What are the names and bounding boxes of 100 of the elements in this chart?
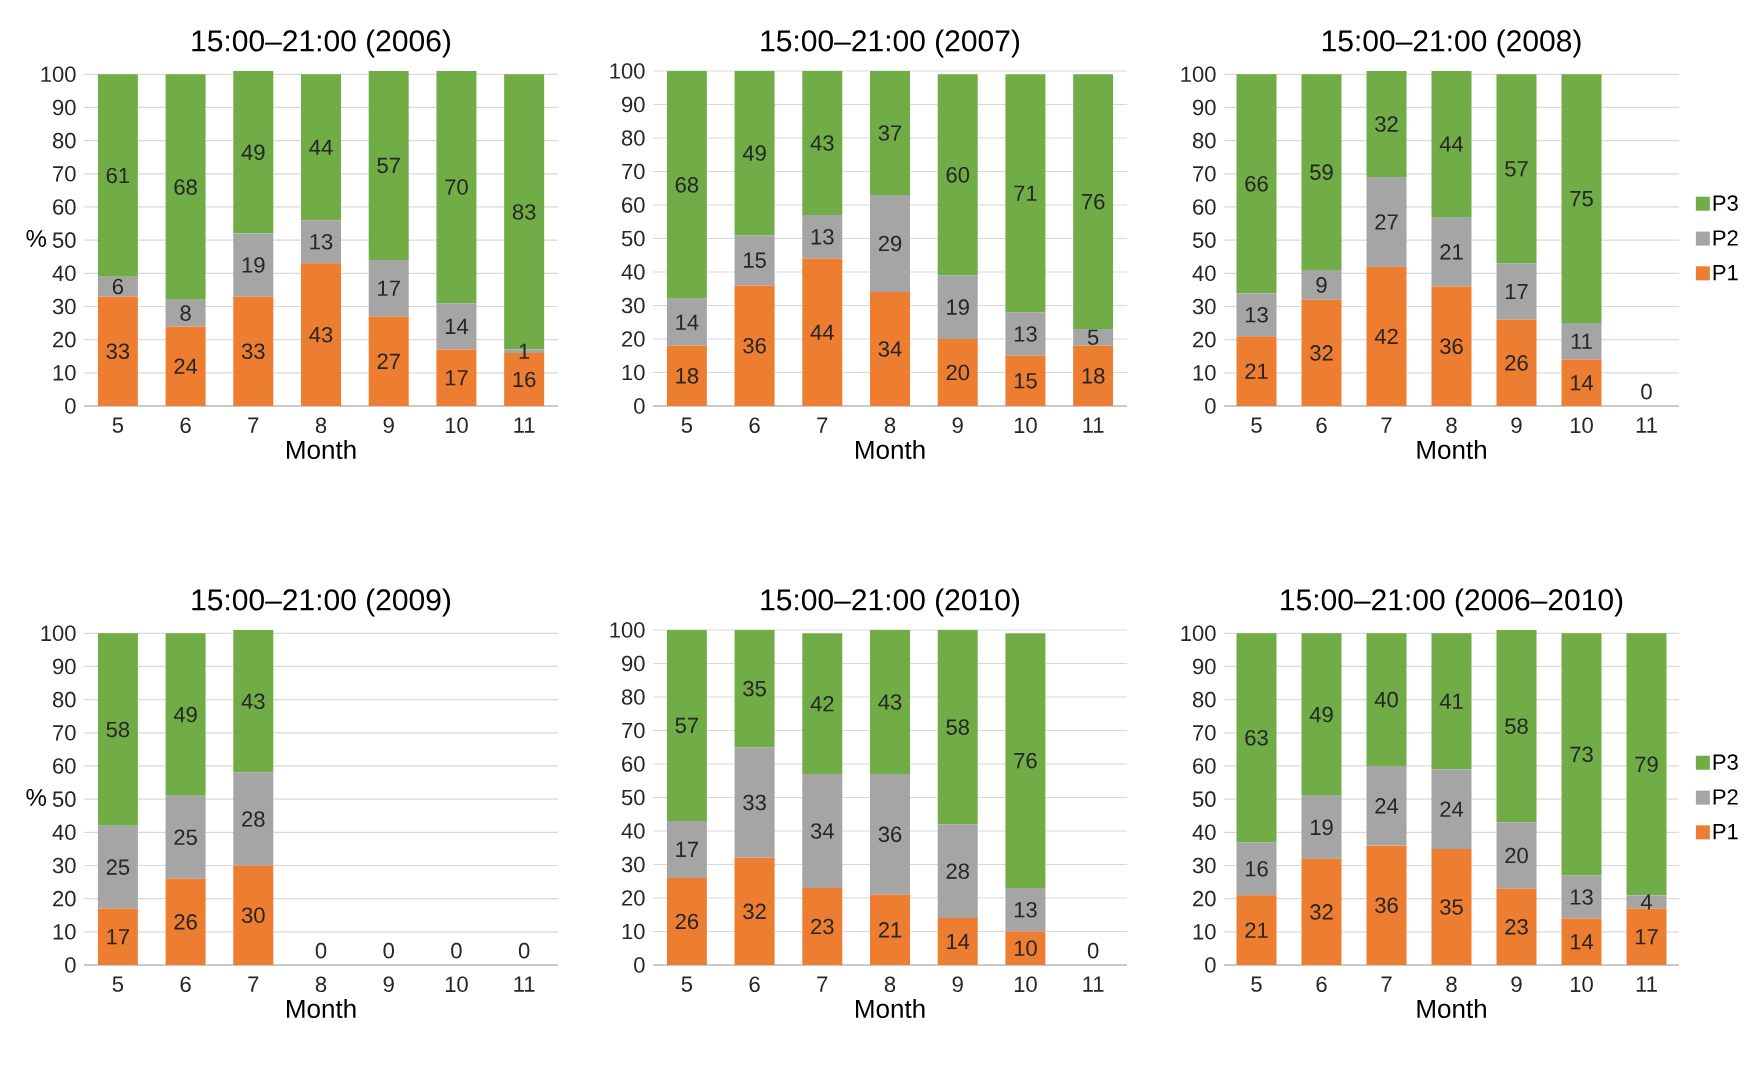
- x-tick-label: 11: [1636, 417, 1657, 433]
- data-label: 32: [1310, 904, 1333, 920]
- bar: [301, 74, 341, 221]
- y-tick-label: 10: [622, 364, 645, 381]
- bar: [165, 299, 206, 327]
- y-tick-label: 100: [610, 63, 645, 79]
- bar: [1073, 345, 1114, 406]
- data-label: 32: [743, 903, 766, 920]
- bar: [937, 338, 978, 406]
- y-tick-label: 30: [621, 856, 645, 873]
- y-tick-label: 70: [622, 722, 645, 739]
- data-label: 10: [1014, 940, 1037, 957]
- data-label: 15: [744, 252, 766, 268]
- x-axis-title: Month: [287, 998, 356, 1019]
- y-tick-label: 40: [52, 265, 76, 282]
- data-label: 17: [107, 929, 129, 945]
- x-tick-label: 8: [315, 976, 327, 993]
- data-label: 4: [1640, 894, 1652, 910]
- bar: [870, 774, 911, 895]
- data-label: 17: [1635, 929, 1658, 945]
- bar: [1561, 359, 1602, 406]
- bar: [1431, 216, 1472, 287]
- data-label: 27: [377, 353, 400, 369]
- y-tick-label: 90: [53, 99, 76, 116]
- y-tick-label: 10: [1193, 365, 1216, 381]
- bar: [870, 894, 911, 965]
- data-label: 14: [676, 314, 699, 330]
- y-tick-label: 90: [53, 658, 76, 675]
- bar: [1005, 312, 1046, 356]
- data-label: 75: [1570, 191, 1593, 207]
- x-tick-label: 11: [1083, 417, 1104, 433]
- data-label: 24: [174, 358, 198, 374]
- y-tick-label: 30: [621, 297, 645, 314]
- data-label: 35: [743, 680, 766, 697]
- data-label: 26: [1505, 355, 1528, 371]
- bar: [734, 285, 775, 406]
- x-tick-label: 11: [514, 976, 535, 992]
- bar: [1005, 931, 1046, 965]
- bar: [1005, 633, 1046, 888]
- y-axis-title: %: [26, 789, 47, 806]
- y-tick-label: 100: [1181, 625, 1216, 642]
- x-tick-label: 5: [1251, 417, 1262, 433]
- data-label: 36: [1375, 897, 1398, 914]
- data-label: 14: [1570, 375, 1594, 391]
- x-tick-label: 8: [884, 976, 896, 993]
- y-tick-label: 100: [1181, 66, 1216, 83]
- x-tick-label: 10: [1014, 976, 1037, 993]
- data-label: 26: [174, 914, 197, 930]
- bar: [666, 345, 707, 406]
- bar: [1366, 845, 1407, 965]
- bar: [1236, 842, 1277, 896]
- y-tick-label: 0: [1205, 398, 1216, 414]
- y-tick-label: 40: [1192, 824, 1216, 841]
- bar: [1301, 269, 1342, 300]
- x-tick-label: 11: [1083, 976, 1104, 992]
- bar: [368, 260, 409, 317]
- bar: [1236, 293, 1277, 337]
- bar: [1366, 765, 1407, 846]
- bar: [1496, 629, 1537, 823]
- data-label: 19: [1310, 819, 1333, 836]
- data-label: 24: [1440, 801, 1464, 817]
- x-tick-label: 6: [749, 417, 760, 434]
- bar: [165, 878, 206, 965]
- y-tick-label: 60: [53, 199, 76, 215]
- data-label: 32: [1375, 116, 1398, 132]
- bar: [870, 629, 911, 775]
- data-label: 70: [445, 179, 468, 195]
- bar: [1236, 74, 1277, 294]
- x-tick-label: 5: [681, 976, 693, 992]
- bar: [1073, 74, 1114, 329]
- bar: [1626, 895, 1667, 909]
- data-label: 0: [383, 942, 394, 959]
- data-label: 13: [1014, 901, 1037, 918]
- data-label: 13: [1245, 306, 1268, 323]
- data-label: 17: [676, 841, 698, 857]
- data-label: 16: [1245, 861, 1268, 877]
- x-tick-label: 10: [445, 976, 468, 993]
- bar: [802, 258, 843, 406]
- bar: [1005, 887, 1046, 932]
- y-tick-label: 0: [65, 957, 76, 973]
- x-tick-label: 6: [1316, 417, 1327, 434]
- y-tick-label: 0: [65, 398, 76, 414]
- data-label: 42: [810, 695, 834, 712]
- data-label: 34: [810, 823, 834, 839]
- data-label: 0: [315, 942, 327, 959]
- bar: [97, 908, 138, 965]
- x-tick-label: 6: [180, 417, 191, 434]
- data-label: 43: [878, 694, 902, 710]
- data-label: 40: [1374, 691, 1398, 708]
- data-label: 29: [878, 235, 902, 252]
- bar: [1236, 336, 1277, 406]
- data-label: 14: [947, 933, 970, 950]
- bar: [1301, 858, 1342, 965]
- y-tick-label: 60: [53, 758, 76, 774]
- x-tick-label: 10: [1014, 417, 1037, 434]
- data-label: 36: [1440, 338, 1463, 355]
- bar: [734, 70, 775, 236]
- bar: [1073, 328, 1114, 346]
- y-tick-label: 0: [634, 957, 645, 973]
- data-label: 32: [1310, 345, 1333, 361]
